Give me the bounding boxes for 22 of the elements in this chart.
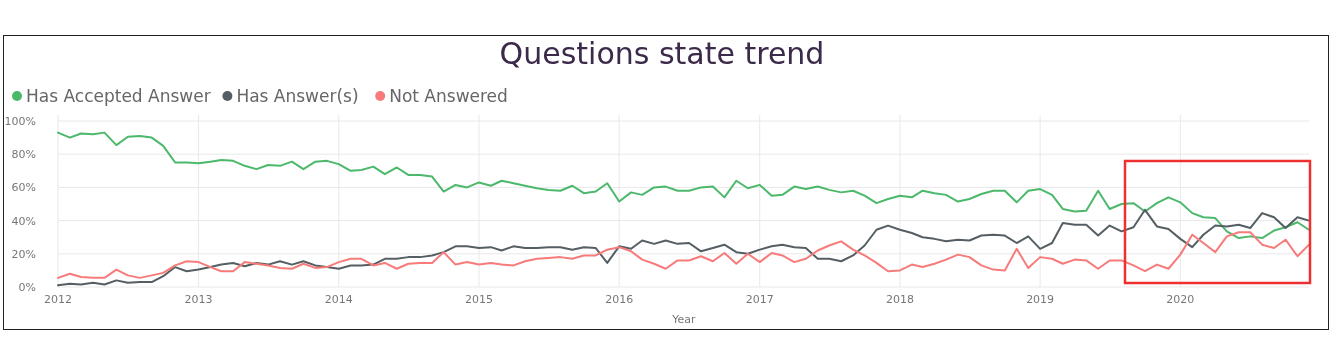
x-tick-label: 2013 xyxy=(184,293,213,306)
y-tick-label: 60% xyxy=(11,181,36,195)
x-axis-title: Year xyxy=(671,313,697,326)
x-tick-label: 2017 xyxy=(745,293,774,306)
chart-title: Questions state trend xyxy=(499,36,825,71)
x-tick-label: 2020 xyxy=(1166,293,1195,306)
line-series xyxy=(57,231,1310,279)
y-tick-label: 20% xyxy=(11,247,36,261)
line-series xyxy=(57,131,1310,240)
y-tick-label: 80% xyxy=(11,148,36,162)
legend-label: Has Accepted Answer xyxy=(26,86,211,106)
y-tick-label: 100% xyxy=(4,115,36,128)
x-tick-label: 2018 xyxy=(885,293,914,306)
y-tick-label: 40% xyxy=(11,214,36,228)
x-tick-label: 2012 xyxy=(44,293,72,306)
legend-label: Not Answered xyxy=(389,86,508,106)
x-tick-label: 2019 xyxy=(1026,293,1055,306)
y-tick-label: 0% xyxy=(18,281,36,294)
x-tick-label: 2014 xyxy=(324,293,353,306)
x-tick-label: 2015 xyxy=(464,293,493,306)
x-tick-label: 2016 xyxy=(605,293,634,306)
legend-label: Has Answer(s) xyxy=(236,86,359,106)
